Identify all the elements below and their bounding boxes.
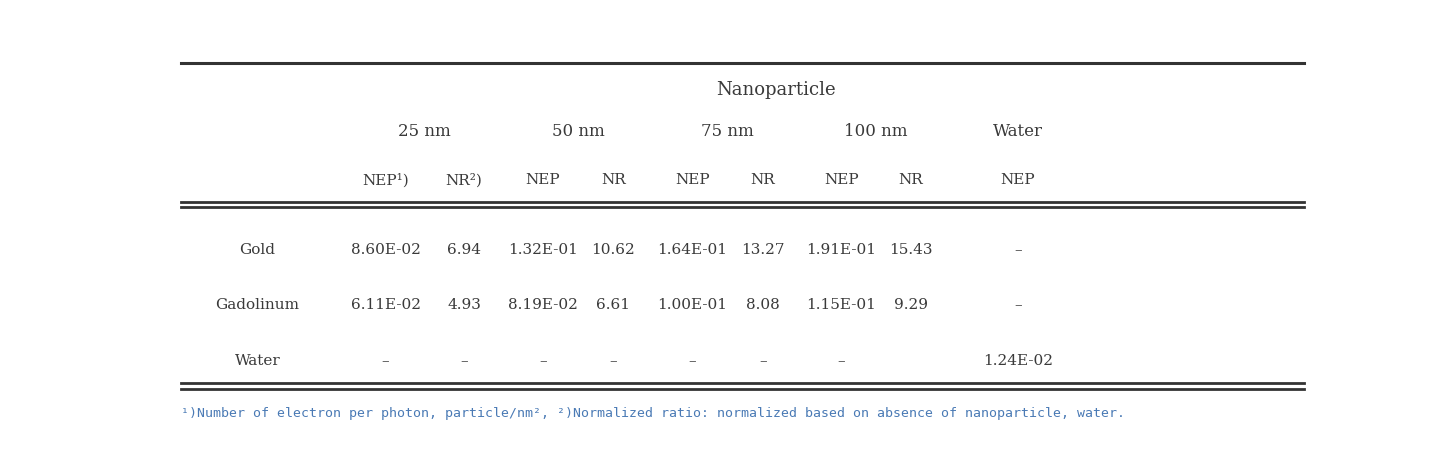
Text: 1.64E-01: 1.64E-01 (656, 243, 727, 257)
Text: 8.19E-02: 8.19E-02 (507, 298, 578, 312)
Text: NEP: NEP (824, 173, 859, 188)
Text: 1.15E-01: 1.15E-01 (807, 298, 877, 312)
Text: 1.00E-01: 1.00E-01 (656, 298, 727, 312)
Text: NR: NR (601, 173, 626, 188)
Text: –: – (381, 354, 390, 368)
Text: NR: NR (751, 173, 775, 188)
Text: –: – (461, 354, 468, 368)
Text: 6.11E-02: 6.11E-02 (351, 298, 420, 312)
Text: 8.60E-02: 8.60E-02 (351, 243, 420, 257)
Text: –: – (610, 354, 617, 368)
Text: NR²): NR²) (446, 173, 483, 188)
Text: 1.91E-01: 1.91E-01 (807, 243, 877, 257)
Text: 100 nm: 100 nm (845, 123, 909, 140)
Text: 4.93: 4.93 (448, 298, 481, 312)
Text: 50 nm: 50 nm (552, 123, 604, 140)
Text: –: – (838, 354, 845, 368)
Text: 13.27: 13.27 (740, 243, 784, 257)
Text: –: – (1014, 298, 1022, 312)
Text: 75 nm: 75 nm (701, 123, 753, 140)
Text: –: – (759, 354, 767, 368)
Text: 1.24E-02: 1.24E-02 (982, 354, 1053, 368)
Text: 9.29: 9.29 (894, 298, 927, 312)
Text: 6.61: 6.61 (597, 298, 630, 312)
Text: –: – (539, 354, 546, 368)
Text: NEP: NEP (526, 173, 559, 188)
Text: 25 nm: 25 nm (398, 123, 451, 140)
Text: NEP: NEP (1000, 173, 1035, 188)
Text: 6.94: 6.94 (448, 243, 481, 257)
Text: Gold: Gold (239, 243, 275, 257)
Text: Gadolinum: Gadolinum (216, 298, 300, 312)
Text: –: – (688, 354, 696, 368)
Text: 15.43: 15.43 (890, 243, 933, 257)
Text: Nanoparticle: Nanoparticle (716, 81, 836, 99)
Text: 10.62: 10.62 (591, 243, 635, 257)
Text: 1.32E-01: 1.32E-01 (507, 243, 578, 257)
Text: NR: NR (898, 173, 923, 188)
Text: Water: Water (993, 123, 1043, 140)
Text: 8.08: 8.08 (746, 298, 780, 312)
Text: Water: Water (235, 354, 280, 368)
Text: ¹)Number of electron per photon, particle/nm², ²)Normalized ratio: normalized ba: ¹)Number of electron per photon, particl… (181, 407, 1124, 420)
Text: NEP: NEP (675, 173, 710, 188)
Text: –: – (1014, 243, 1022, 257)
Text: NEP¹): NEP¹) (362, 173, 409, 188)
